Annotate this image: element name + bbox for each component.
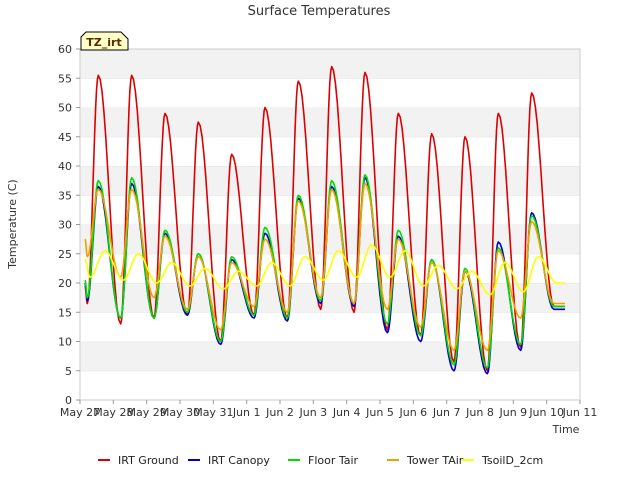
y-tick-label: 60 (58, 43, 72, 56)
y-tick-label: 5 (65, 365, 72, 378)
tag-label: TZ_irt (86, 36, 121, 49)
tag-box: TZ_irt (80, 31, 129, 51)
x-tick-label: May 27 (60, 406, 100, 419)
grid-band (80, 341, 580, 371)
x-tick-label: Jun 2 (265, 406, 294, 419)
y-axis-ticks: 0 5 10 15 20 25 30 35 40 45 50 55 60 (58, 43, 80, 407)
legend-label: IRT Ground (118, 454, 179, 467)
x-tick-label: Jun 6 (398, 406, 427, 419)
x-tick-label: May 30 (160, 406, 200, 419)
tag-box-shape (80, 31, 129, 51)
y-tick-label: 50 (58, 102, 72, 115)
y-tick-label: 45 (58, 131, 72, 144)
y-tick-label: 15 (58, 306, 72, 319)
x-tick-label: Jun 10 (528, 406, 564, 419)
y-tick-label: 55 (58, 72, 72, 85)
y-tick-label: 10 (58, 336, 72, 349)
x-tick-label: Jun 7 (432, 406, 461, 419)
x-tick-label: Jun 9 (498, 406, 527, 419)
x-tick-label: Jun 11 (562, 406, 598, 419)
y-tick-label: 35 (58, 189, 72, 202)
chart-title: Surface Temperatures (248, 4, 391, 19)
legend-label: TsoilD_2cm (481, 454, 543, 467)
x-tick-label: May 28 (93, 406, 133, 419)
y-tick-label: 20 (58, 277, 72, 290)
series-line (84, 244, 565, 296)
series-line (84, 182, 565, 352)
x-tick-label: May 31 (193, 406, 233, 419)
grid-bands (80, 48, 580, 400)
grid-band (80, 312, 580, 342)
y-tick-label: 30 (58, 219, 72, 232)
x-tick-label: Jun 5 (365, 406, 394, 419)
x-tick-label: May 29 (127, 406, 167, 419)
x-axis-label: Time (552, 423, 580, 436)
x-tick-label: Jun 3 (298, 406, 327, 419)
x-tick-label: Jun 4 (332, 406, 361, 419)
legend-label: Floor Tair (308, 454, 359, 467)
y-tick-label: 0 (65, 394, 72, 407)
legend: IRT Ground IRT Canopy Floor Tair Tower TAir… (98, 454, 543, 467)
y-tick-label: 40 (58, 160, 72, 173)
x-tick-label: Jun 1 (232, 406, 261, 419)
x-tick-label: Jun 8 (465, 406, 494, 419)
legend-label: IRT Canopy (208, 454, 270, 467)
y-axis-label: Temperature (C) (6, 179, 19, 269)
series-lines (84, 65, 565, 375)
grid-band (80, 283, 580, 313)
legend-label: Tower TAir (406, 454, 464, 467)
grid-band (80, 224, 580, 254)
y-tick-label: 25 (58, 248, 72, 261)
series-line (84, 174, 565, 369)
grid-band (80, 107, 580, 137)
grid-band (80, 370, 580, 400)
